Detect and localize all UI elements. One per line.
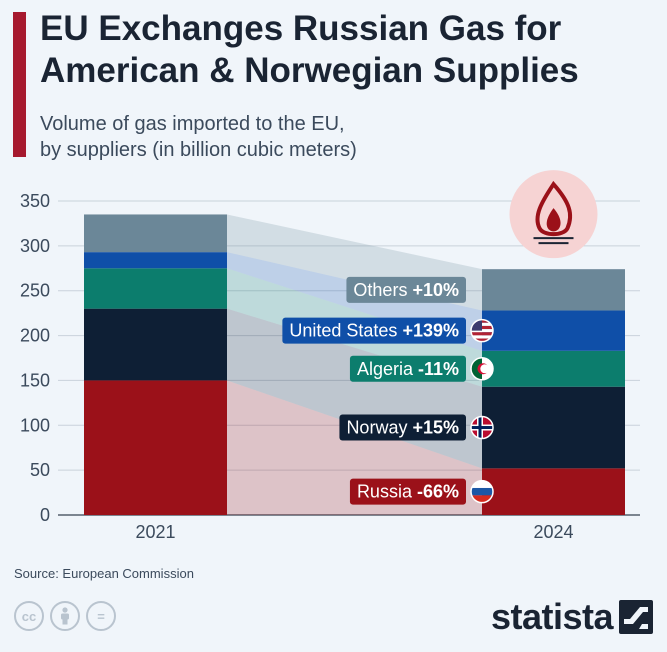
flag-stripe [471,338,493,342]
series-change: -11% [418,359,459,379]
y-tick-label: 200 [20,326,50,346]
statista-brand: statista [491,596,653,638]
flag-stripe [471,329,493,333]
series-label-algeria: Algeria -11% [357,359,459,379]
creative-commons-icon: cc [14,601,44,631]
bar-segment [482,386,625,469]
bar-segment [482,350,625,387]
license-icons: cc = [14,601,116,631]
flag-canton [471,319,482,331]
series-change: +15% [412,418,459,438]
subtitle-line-2: by suppliers (in billion cubic meters) [40,139,357,161]
y-tick-label: 0 [40,505,50,525]
series-label-box [349,478,466,505]
y-tick-label: 50 [30,460,50,480]
bar-segment [482,310,625,351]
source-note: Source: European Commission [14,566,194,581]
series-change: +10% [412,280,459,300]
flag-stripe-blue [471,487,493,496]
series-name: Others [353,280,412,300]
series-label-russia: Russia -66% [357,482,459,502]
series-name: Algeria [357,359,418,379]
y-tick-label: 150 [20,370,50,390]
series-name: Russia [357,482,417,502]
flag-stripe-white [471,480,493,489]
no-derivatives-icon: = [86,601,116,631]
gas-flame-icon [509,170,598,259]
x-tick-label: 2021 [135,522,175,542]
flag-crescent-cut [480,364,490,374]
flag-half-green [471,357,482,380]
chart-subtitle: Volume of gas imported to the EU, by sup… [40,111,640,163]
series-change: +139% [402,321,459,341]
series-name: Norway [346,418,412,438]
flag-norway-icon [470,415,494,440]
series-name: United States [289,321,402,341]
series-label-box [346,276,466,303]
flame-outline [535,180,573,237]
accent-bar [13,12,26,157]
flag-russia-icon [470,479,494,504]
series-change: -66% [417,482,459,502]
flag-ring [470,318,494,343]
series-label-box [282,317,466,344]
flag-stripe [471,335,493,339]
bar-segment [84,214,227,253]
stacked-bar-chart: 0 50 100 150 200 250 300 350 2021 2024 Russia -66%… [20,170,640,542]
series-label-others: Others +10% [353,280,459,300]
series-label-box [349,355,466,382]
flag-cross-blue [471,426,493,430]
series-label-united-states: United States +139% [289,321,459,341]
chart-title: EU Exchanges Russian Gas for American & … [40,9,579,90]
bar-segment [84,308,227,381]
statista-logo-icon [619,600,653,634]
flag-body [471,480,493,503]
bar-segment [84,268,227,309]
series-label-box [339,414,466,441]
bar-segment [482,269,625,311]
y-tick-label: 350 [20,191,50,211]
flame-core [546,208,561,232]
bar-segment [84,380,227,515]
y-tick-label: 100 [20,415,50,435]
subtitle-line-1: Volume of gas imported to the EU, [40,113,345,135]
bar-segment [84,252,227,269]
flag-body [471,357,493,380]
y-tick-label: 300 [20,236,50,256]
bar-segment [482,468,625,515]
y-tick-label: 250 [20,281,50,301]
attribution-person-icon [50,601,80,631]
statista-wordmark: statista [490,596,614,637]
flag-body [471,319,493,342]
flag-ring [470,479,494,504]
flag-us-icon [470,318,494,343]
x-tick-label: 2024 [533,522,573,542]
flag-algeria-icon [470,357,494,381]
flag-ring [470,415,494,440]
flag-body [471,416,493,439]
series-label-norway: Norway +15% [346,418,459,438]
flag-stripe-red [471,495,493,503]
flag-stripe [471,332,493,336]
flag-ring [470,357,494,381]
